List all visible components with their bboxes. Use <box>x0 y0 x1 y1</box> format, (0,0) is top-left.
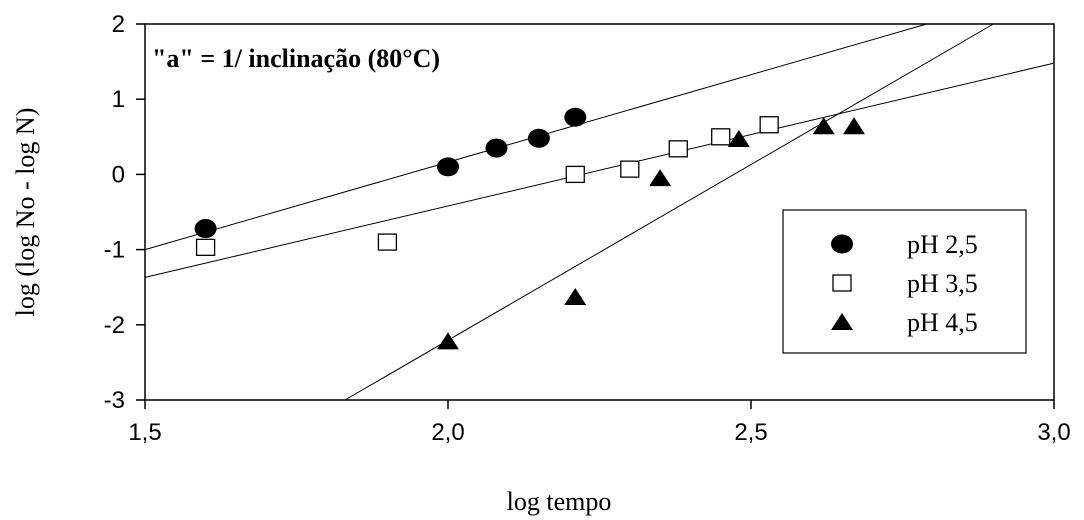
legend: pH 2,5 pH 3,5 pH 4,5 <box>782 209 1027 354</box>
legend-box <box>782 209 1027 354</box>
data-point <box>711 128 731 146</box>
data-points <box>194 107 866 350</box>
x-tick-label: 2,5 <box>734 419 767 446</box>
x-tick-label: 1,5 <box>128 419 161 446</box>
x-tick-label: 2,0 <box>431 419 464 446</box>
y-tick-label: -3 <box>104 387 125 414</box>
y-tick-label: -1 <box>104 237 125 264</box>
data-point <box>727 130 750 148</box>
data-point <box>194 219 217 239</box>
data-point <box>377 233 398 251</box>
plot-frame <box>144 23 1055 401</box>
data-point <box>564 287 587 305</box>
y-tick-label: 1 <box>112 86 125 113</box>
data-point <box>649 169 672 187</box>
legend-label: pH 4,5 <box>907 308 978 337</box>
y-axis-title: log (log No - log N) <box>11 108 40 317</box>
fit-line <box>144 62 1055 278</box>
y-tick-label: 2 <box>112 11 125 38</box>
legend-label: pH 3,5 <box>907 269 978 298</box>
y-tick-label: 0 <box>112 161 125 188</box>
data-point <box>843 117 866 135</box>
data-point <box>527 128 550 148</box>
data-point <box>195 238 216 256</box>
legend-marker <box>831 234 853 254</box>
data-point <box>620 160 640 178</box>
legend-marker <box>831 313 853 330</box>
data-point <box>437 157 459 177</box>
data-point <box>564 107 587 127</box>
x-tick-label: 3,0 <box>1037 419 1070 446</box>
legend-marker <box>832 274 852 292</box>
fit-line <box>344 23 994 401</box>
y-tick-label: -2 <box>104 312 125 339</box>
x-axis-title: log tempo <box>507 487 612 516</box>
data-point <box>759 116 779 134</box>
data-point <box>812 117 835 135</box>
chart-annotation: "a" = 1/ inclinação (80°C) <box>152 44 440 73</box>
data-point <box>668 140 688 158</box>
legend-label: pH 2,5 <box>907 230 978 259</box>
data-point <box>437 332 459 350</box>
data-point <box>485 138 508 158</box>
data-point <box>565 165 585 184</box>
axes: 1,5 2,0 2,5 3,0 -3 -2 -1 0 1 2 <box>104 11 1071 446</box>
